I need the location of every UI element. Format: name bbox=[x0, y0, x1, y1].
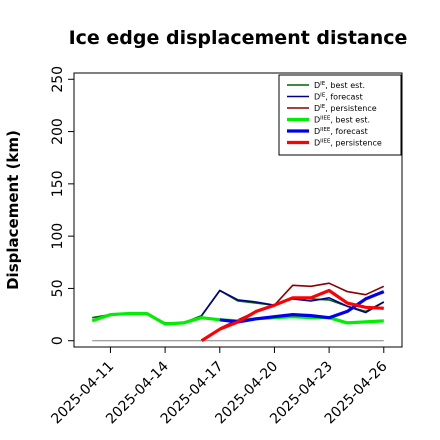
y-axis-label: Displacement (km) bbox=[4, 130, 22, 290]
y-tick-label: 250 bbox=[50, 66, 66, 93]
series-line-2 bbox=[200, 289, 385, 317]
y-tick-label: 200 bbox=[50, 118, 66, 145]
plot-frame bbox=[73, 72, 403, 348]
y-tick-label: 0 bbox=[50, 336, 66, 345]
legend-label: DIIEE, persistence bbox=[314, 139, 382, 148]
y-tick-label: 150 bbox=[50, 170, 66, 197]
series-line-6 bbox=[200, 288, 384, 343]
y-tick-label: 50 bbox=[50, 280, 66, 298]
legend-label: DIIEE, best est. bbox=[314, 116, 370, 125]
chart-title: Ice edge displacement distance bbox=[69, 27, 408, 49]
y-tick-label: 100 bbox=[50, 223, 66, 250]
legend-label: DIE, best est. bbox=[314, 81, 365, 90]
legend-label: DIIEE, forecast bbox=[314, 127, 368, 136]
legend-label: DIE, forecast bbox=[314, 93, 363, 102]
series-line-1 bbox=[92, 289, 385, 324]
legend-label: DIE, persistence bbox=[314, 104, 377, 113]
